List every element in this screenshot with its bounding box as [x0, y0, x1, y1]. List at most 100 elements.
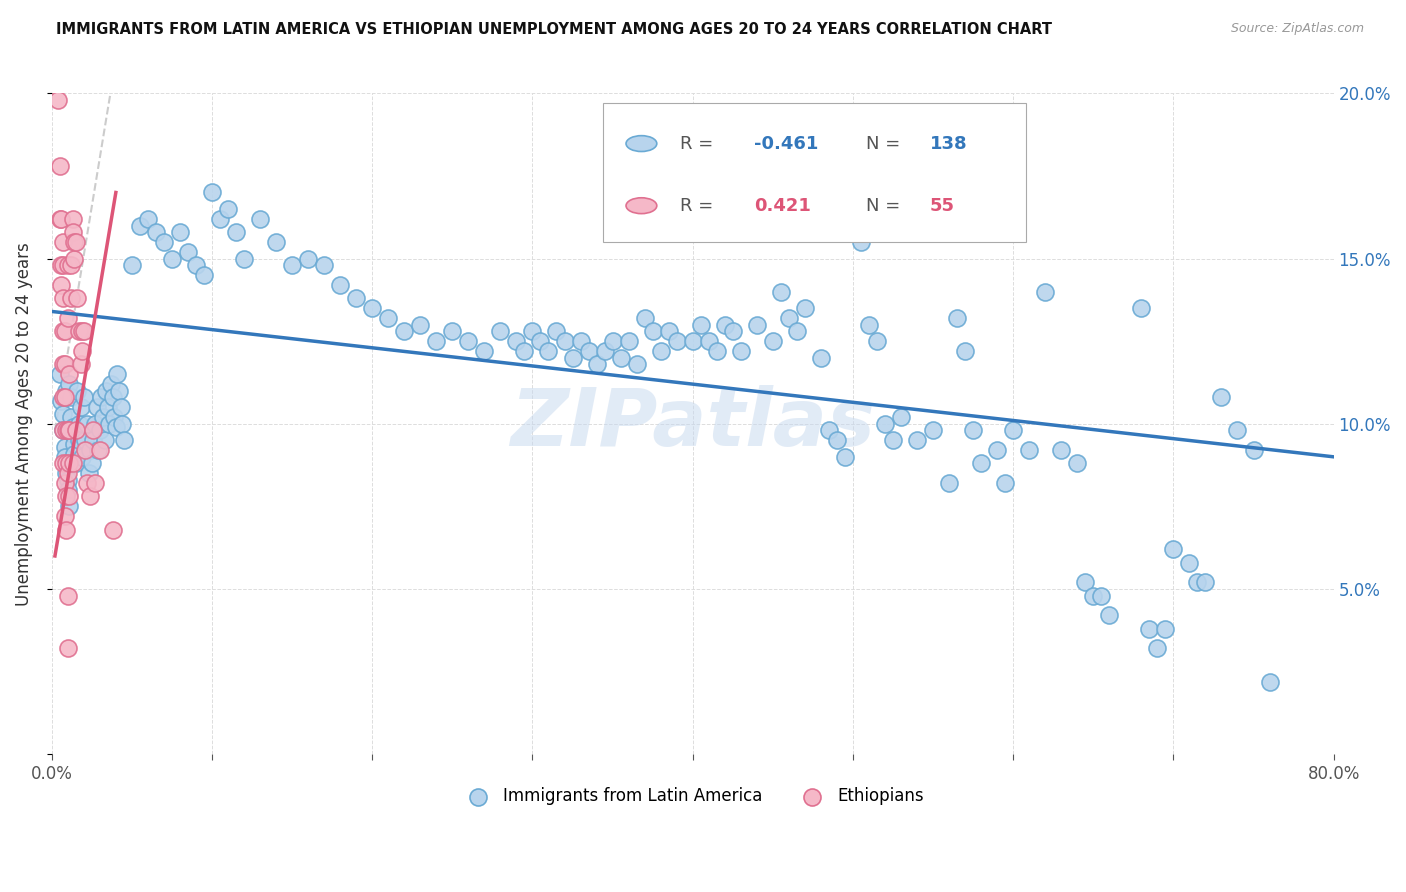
Point	[52, 291, 75, 305]
Point	[626, 357, 648, 371]
Point	[184, 258, 207, 272]
Point	[53, 476, 76, 491]
Point	[58, 424, 80, 438]
Point	[112, 434, 135, 448]
Text: 138: 138	[929, 135, 967, 153]
Point	[561, 351, 583, 365]
Point	[361, 301, 384, 315]
Point	[762, 334, 785, 348]
Point	[217, 202, 239, 216]
Point	[84, 417, 107, 431]
Text: N =: N =	[866, 135, 905, 153]
Point	[818, 424, 841, 438]
Point	[53, 509, 76, 524]
Point	[1178, 556, 1201, 570]
Point	[314, 258, 336, 272]
Point	[55, 424, 77, 438]
Point	[858, 318, 880, 332]
Point	[56, 641, 79, 656]
Point	[62, 211, 84, 226]
Point	[91, 410, 114, 425]
Text: R =: R =	[681, 135, 718, 153]
Point	[1018, 443, 1040, 458]
Point	[100, 377, 122, 392]
Point	[505, 334, 527, 348]
Point	[52, 324, 75, 338]
Point	[79, 443, 101, 458]
Point	[69, 357, 91, 371]
Point	[585, 357, 607, 371]
Point	[86, 401, 108, 415]
Point	[1050, 443, 1073, 458]
Point	[1033, 285, 1056, 299]
Point	[1226, 424, 1249, 438]
Point	[76, 476, 98, 491]
Point	[537, 344, 560, 359]
Point	[53, 390, 76, 404]
Point	[53, 450, 76, 464]
Point	[104, 420, 127, 434]
Point	[89, 424, 111, 438]
Point	[73, 324, 96, 338]
Point	[866, 334, 889, 348]
Point	[834, 450, 856, 464]
Point	[264, 235, 287, 249]
Point	[56, 424, 79, 438]
Circle shape	[626, 198, 657, 214]
Point	[1194, 575, 1216, 590]
Point	[946, 311, 969, 326]
Point	[56, 311, 79, 326]
Point	[1130, 301, 1153, 315]
Point	[52, 407, 75, 421]
Point	[75, 434, 97, 448]
Point	[65, 424, 87, 438]
Point	[529, 334, 551, 348]
Point	[82, 424, 104, 438]
Point	[93, 434, 115, 448]
Point	[394, 324, 416, 338]
Point	[62, 457, 84, 471]
Point	[793, 301, 815, 315]
Point	[730, 344, 752, 359]
Point	[98, 417, 121, 431]
Point	[938, 476, 960, 491]
Point	[769, 285, 792, 299]
Point	[53, 440, 76, 454]
Point	[409, 318, 432, 332]
Point	[52, 424, 75, 438]
Point	[53, 357, 76, 371]
Point	[344, 291, 367, 305]
Point	[52, 457, 75, 471]
Point	[63, 252, 86, 266]
Point	[578, 344, 600, 359]
Point	[201, 186, 224, 200]
Point	[63, 235, 86, 249]
Point	[953, 344, 976, 359]
Text: Source: ZipAtlas.com: Source: ZipAtlas.com	[1230, 22, 1364, 36]
Point	[97, 401, 120, 415]
Point	[522, 324, 544, 338]
Point	[193, 268, 215, 282]
Point	[849, 235, 872, 249]
Point	[825, 434, 848, 448]
Point	[778, 311, 800, 326]
Point	[58, 377, 80, 392]
Point	[1083, 589, 1105, 603]
Point	[145, 225, 167, 239]
Point	[1137, 622, 1160, 636]
Point	[569, 334, 592, 348]
Point	[65, 457, 87, 471]
Point	[890, 410, 912, 425]
Point	[62, 426, 84, 441]
Point	[249, 211, 271, 226]
Text: 0.421: 0.421	[754, 197, 811, 215]
Point	[160, 252, 183, 266]
Point	[108, 384, 131, 398]
Point	[67, 324, 90, 338]
Point	[842, 186, 865, 200]
Point	[69, 401, 91, 415]
Point	[90, 390, 112, 404]
Point	[56, 473, 79, 487]
Point	[96, 384, 118, 398]
Point	[58, 500, 80, 514]
